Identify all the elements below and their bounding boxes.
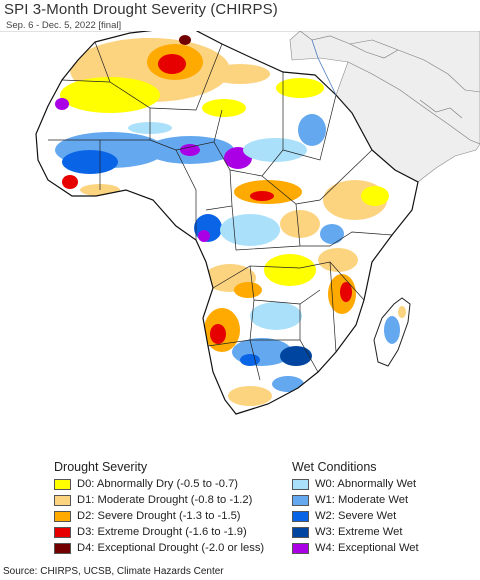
wet-patch — [240, 354, 260, 366]
wet-patch — [250, 302, 302, 330]
drought-patch — [158, 54, 186, 74]
map-legend: Drought Severity D0: Abnormally Dry (-0.… — [0, 459, 480, 559]
map-period: Sep. 6 - Dec. 5, 2022 [final] — [6, 20, 122, 31]
wet-patch — [272, 376, 304, 392]
nile-river — [311, 39, 337, 96]
wet-patch — [62, 150, 118, 174]
legend-swatch — [292, 478, 309, 490]
source-credit: Source: CHIRPS, UCSB, Climate Hazards Ce… — [3, 566, 224, 577]
wet-legend-heading: Wet Conditions — [292, 460, 377, 474]
legend-item-w0: W0: Abnormally Wet — [292, 476, 419, 492]
wet-patch — [298, 114, 326, 146]
wet-legend: Wet Conditions W0: Abnormally Wet W1: Mo… — [292, 459, 419, 556]
wet-patch — [243, 138, 307, 162]
anomaly-layer — [55, 35, 389, 406]
drought-map — [0, 31, 480, 459]
madagascar — [373, 297, 411, 367]
legend-label: W2: Severe Wet — [315, 510, 397, 522]
legend-label: D0: Abnormally Dry (-0.5 to -0.7) — [77, 478, 239, 490]
legend-label: D4: Exceptional Drought (-2.0 or less) — [77, 542, 265, 554]
country-borders — [48, 41, 393, 381]
wet-patch — [198, 230, 210, 242]
legend-swatch — [54, 526, 71, 538]
map-title: SPI 3-Month Drought Severity (CHIRPS) — [4, 1, 278, 18]
drought-patch — [340, 282, 352, 302]
legend-swatch — [292, 494, 309, 506]
legend-item-w3: W3: Extreme Wet — [292, 524, 419, 540]
legend-item-w4: W4: Exceptional Wet — [292, 540, 419, 556]
legend-swatch — [54, 494, 71, 506]
legend-swatch — [54, 478, 71, 490]
drought-patch — [318, 248, 358, 272]
legend-label: D1: Moderate Drought (-0.8 to -1.2) — [77, 494, 253, 506]
drought-patch — [202, 99, 246, 117]
legend-item-d4: D4: Exceptional Drought (-2.0 or less) — [54, 540, 264, 556]
continent-outline — [35, 31, 419, 415]
drought-patch — [234, 282, 262, 298]
legend-label: D2: Severe Drought (-1.3 to -1.5) — [77, 510, 241, 522]
drought-patch — [264, 254, 316, 286]
drought-patch — [210, 64, 270, 84]
wet-patch — [55, 98, 69, 110]
drought-patch — [250, 191, 274, 201]
wet-patch — [280, 346, 312, 366]
drought-patch — [361, 186, 389, 206]
drought-legend-heading: Drought Severity — [54, 460, 148, 474]
drought-patch — [62, 175, 78, 189]
wet-patch — [220, 214, 280, 246]
legend-swatch — [292, 542, 309, 554]
wet-patch — [320, 224, 344, 244]
legend-item-w1: W1: Moderate Wet — [292, 492, 419, 508]
legend-item-d3: D3: Extreme Drought (-1.6 to -1.9) — [54, 524, 264, 540]
legend-item-w2: W2: Severe Wet — [292, 508, 419, 524]
legend-item-d1: D1: Moderate Drought (-0.8 to -1.2) — [54, 492, 264, 508]
legend-swatch — [54, 510, 71, 522]
wet-patch — [180, 144, 200, 156]
legend-label: W4: Exceptional Wet — [315, 542, 419, 554]
drought-legend: Drought Severity D0: Abnormally Dry (-0.… — [54, 459, 264, 556]
legend-swatch — [292, 510, 309, 522]
legend-item-d2: D2: Severe Drought (-1.3 to -1.5) — [54, 508, 264, 524]
drought-patch — [276, 78, 324, 98]
legend-label: W1: Moderate Wet — [315, 494, 409, 506]
legend-label: W3: Extreme Wet — [315, 526, 403, 538]
legend-swatch — [54, 542, 71, 554]
drought-patch — [228, 386, 272, 406]
drought-patch — [179, 35, 191, 45]
legend-label: D3: Extreme Drought (-1.6 to -1.9) — [77, 526, 247, 538]
drought-patch — [210, 324, 226, 344]
legend-label: W0: Abnormally Wet — [315, 478, 417, 490]
drought-patch — [60, 77, 160, 113]
legend-item-d0: D0: Abnormally Dry (-0.5 to -0.7) — [54, 476, 264, 492]
drought-patch — [280, 210, 320, 238]
legend-swatch — [292, 526, 309, 538]
